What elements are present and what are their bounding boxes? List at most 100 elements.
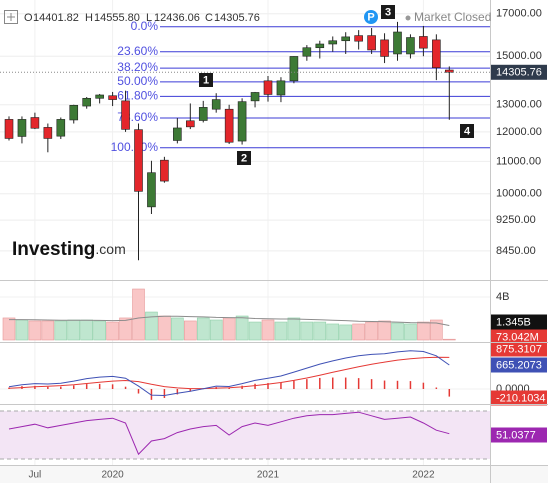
annotation: 4	[464, 125, 471, 137]
ohlc-key: L	[146, 12, 152, 24]
candle-body	[237, 101, 247, 142]
ohlc-value: 14401.82	[33, 12, 79, 24]
ohlc-key: C	[205, 12, 213, 24]
candle-body	[224, 108, 234, 143]
fib-label: 0.0%	[131, 19, 159, 33]
volume-bar	[106, 321, 119, 341]
annotation: 1	[203, 74, 209, 86]
candle-body	[302, 47, 312, 57]
signal-line	[8, 356, 450, 390]
badge: P	[367, 11, 374, 23]
candle-body	[69, 104, 79, 121]
candle-body	[82, 97, 91, 107]
annotation: 2	[241, 152, 247, 164]
y-tick-label: 17000.00	[496, 8, 542, 20]
signal-label-box	[491, 341, 547, 357]
candle-body	[121, 100, 130, 130]
candle-body	[95, 94, 104, 99]
fib-label: 23.60%	[117, 44, 158, 58]
candle-body	[276, 80, 286, 96]
candle-body	[328, 40, 338, 45]
candle-body	[108, 95, 117, 100]
candle-body	[43, 127, 53, 139]
rsi-label: 51.0377	[496, 429, 536, 441]
rsi-band	[0, 410, 490, 459]
volume-bar	[41, 320, 55, 341]
volume-bar	[15, 319, 29, 341]
volume-ma-line	[9, 315, 450, 326]
candle-body	[315, 43, 325, 49]
badge-circle[interactable]	[364, 10, 378, 24]
volume-bar	[222, 317, 236, 341]
volume-bar	[196, 317, 210, 341]
candle-body	[56, 119, 66, 137]
volume-bar	[442, 338, 456, 341]
logo-main: Investing	[12, 239, 95, 260]
volume-bar	[274, 321, 288, 341]
macd-label: 665.2073	[496, 359, 542, 371]
candle-body	[367, 35, 376, 51]
volume-bar	[391, 322, 404, 341]
volume-bar	[171, 317, 184, 341]
y-tick-label: 9250.00	[496, 214, 536, 226]
volume-bar	[132, 288, 145, 341]
y-tick-label: 15000.00	[496, 50, 542, 62]
annotation: 3	[385, 6, 391, 18]
volume-bar	[430, 319, 443, 341]
volume-label-box	[491, 329, 547, 345]
volume-bar	[80, 319, 93, 341]
y-tick-label: 10000.00	[496, 188, 542, 200]
x-axis-area	[0, 465, 548, 483]
logo-suffix: .com	[95, 241, 125, 257]
candle-body	[289, 56, 299, 82]
y-tick-label: 8450.00	[496, 245, 536, 257]
macd-line	[8, 350, 450, 397]
histogram-label: -210.1034	[496, 392, 546, 404]
volume-ma-label: 1.345B	[496, 316, 531, 328]
candle-body	[198, 107, 208, 121]
volume-bar	[287, 317, 301, 341]
candle-body	[17, 119, 27, 137]
rsi-label-box	[491, 427, 547, 443]
annotation-box	[381, 5, 395, 19]
candle-body	[211, 99, 221, 110]
candle-body	[173, 127, 182, 141]
volume-bar	[209, 319, 223, 341]
candle-body	[147, 172, 156, 208]
volume-bar	[313, 321, 327, 341]
x-tick-label: 2020	[101, 470, 124, 481]
last-price-label: 14305.76	[496, 67, 542, 79]
candle-body	[4, 119, 14, 139]
volume-bar	[261, 319, 275, 341]
volume-bar	[2, 317, 16, 341]
volume-bar	[67, 319, 81, 341]
candle-body	[160, 159, 169, 182]
annotation-box	[199, 73, 213, 87]
candle-body	[444, 69, 454, 73]
volume-bar	[417, 321, 430, 341]
macd-label-box	[491, 357, 547, 373]
y-tick-label: 12000.00	[496, 126, 542, 138]
candle-body	[30, 117, 40, 129]
fib-label: 38.20%	[117, 60, 158, 74]
crosshair-icon[interactable]	[4, 10, 18, 24]
volume-bar	[28, 320, 42, 341]
rsi-line	[8, 411, 450, 456]
volume-label: 73.042M	[496, 331, 539, 343]
market-status: Market Closed	[414, 10, 491, 24]
candle-body	[354, 35, 363, 42]
candle-body	[250, 92, 260, 102]
icon-frame	[4, 10, 18, 24]
y-tick-label: 11000.00	[496, 155, 541, 167]
ohlc-value: 14305.76	[214, 12, 260, 24]
x-tick-label: Jul	[29, 470, 42, 481]
signal-label: 875.3107	[496, 343, 542, 355]
x-tick-label: 2022	[412, 470, 435, 481]
candle-body	[134, 129, 143, 192]
volume-bar	[93, 320, 106, 341]
fib-label: 61.80%	[117, 89, 158, 103]
ohlc-key: H	[85, 12, 93, 24]
